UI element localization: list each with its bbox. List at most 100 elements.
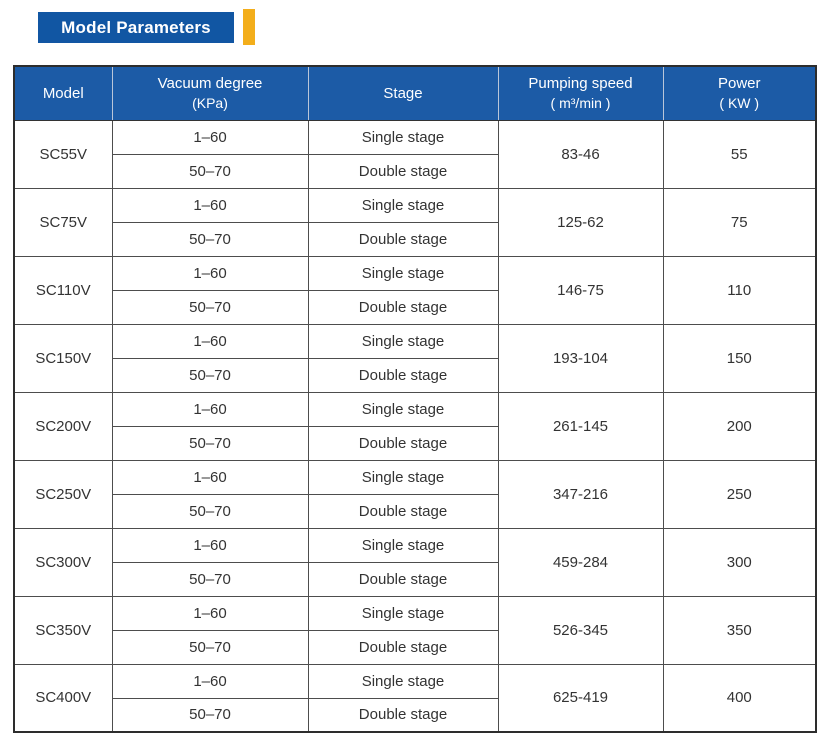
model-row-group: SC200V 1–60 Single stage 261-145 200 50–…	[13, 391, 817, 461]
stage-cell: Double stage	[307, 425, 499, 461]
vacuum-degree-cell: 50–70	[111, 697, 309, 733]
vacuum-degree-cell: 1–60	[111, 119, 309, 155]
column-header-power: Power ( KW )	[662, 66, 816, 121]
column-header-pumping-speed: Pumping speed ( m³/min )	[497, 66, 663, 121]
stage-cell: Double stage	[307, 357, 499, 393]
table-row: 50–70 Double stage	[14, 425, 816, 461]
vacuum-degree-cell: 50–70	[111, 425, 309, 461]
stage-cell: Single stage	[307, 187, 499, 223]
pumping-speed-cell: 347-216	[497, 459, 664, 529]
power-cell: 150	[662, 323, 817, 393]
model-row-group: SC55V 1–60 Single stage 83-46 55 50–70 D…	[13, 119, 817, 189]
table-row: 50–70 Double stage	[14, 697, 816, 733]
model-row-group: SC110V 1–60 Single stage 146-75 110 50–7…	[13, 255, 817, 325]
pumping-speed-cell: 459-284	[497, 527, 664, 597]
column-header-label: Vacuum degree	[157, 75, 263, 93]
column-header-sub: ( m³/min )	[550, 94, 611, 111]
column-header-label: Power	[717, 75, 761, 93]
table-row: 50–70 Double stage	[14, 289, 816, 325]
model-parameters-table: Model Vacuum degree (KPa) Stage Pumping …	[13, 65, 817, 733]
power-cell: 250	[662, 459, 817, 529]
column-header-label: Stage	[383, 84, 423, 102]
vacuum-degree-cell: 50–70	[111, 357, 309, 393]
table-row: SC400V 1–60 Single stage 625-419 400	[13, 663, 817, 733]
pumping-speed-cell: 193-104	[497, 323, 664, 393]
section-title-banner: Model Parameters	[38, 8, 827, 46]
stage-cell: Single stage	[307, 663, 499, 699]
stage-cell: Single stage	[307, 459, 499, 495]
vacuum-degree-cell: 50–70	[111, 289, 309, 325]
table-row: SC200V 1–60 Single stage 261-145 200	[13, 391, 817, 461]
power-cell: 350	[662, 595, 817, 665]
model-cell: SC55V	[13, 119, 113, 189]
power-cell: 200	[662, 391, 817, 461]
model-row-group: SC400V 1–60 Single stage 625-419 400 50–…	[13, 663, 817, 733]
pumping-speed-cell: 125-62	[497, 187, 664, 257]
pumping-speed-cell: 625-419	[497, 663, 664, 733]
column-header-label: Pumping speed	[528, 75, 633, 93]
table-row: 50–70 Double stage	[14, 493, 816, 529]
table-header: Model Vacuum degree (KPa) Stage Pumping …	[14, 66, 816, 121]
stage-cell: Double stage	[307, 493, 499, 529]
vacuum-degree-cell: 1–60	[111, 459, 309, 495]
model-cell: SC150V	[13, 323, 113, 393]
table-row: SC110V 1–60 Single stage 146-75 110	[13, 255, 817, 325]
table-row: SC350V 1–60 Single stage 526-345 350	[13, 595, 817, 665]
title-accent-bar	[243, 9, 255, 45]
pumping-speed-cell: 83-46	[497, 119, 664, 189]
table-row: 50–70 Double stage	[14, 629, 816, 665]
power-cell: 400	[662, 663, 817, 733]
vacuum-degree-cell: 50–70	[111, 221, 309, 257]
model-cell: SC250V	[13, 459, 113, 529]
stage-cell: Double stage	[307, 289, 499, 325]
stage-cell: Double stage	[307, 697, 499, 733]
model-row-group: SC75V 1–60 Single stage 125-62 75 50–70 …	[13, 187, 817, 257]
table-row: SC300V 1–60 Single stage 459-284 300	[13, 527, 817, 597]
stage-cell: Single stage	[307, 119, 499, 155]
table-row: SC150V 1–60 Single stage 193-104 150	[13, 323, 817, 393]
table-row: 50–70 Double stage	[14, 153, 816, 189]
vacuum-degree-cell: 50–70	[111, 153, 309, 189]
vacuum-degree-cell: 1–60	[111, 527, 309, 563]
column-header-label: Model	[42, 84, 84, 102]
model-cell: SC200V	[13, 391, 113, 461]
model-row-group: SC250V 1–60 Single stage 347-216 250 50–…	[13, 459, 817, 529]
power-cell: 55	[662, 119, 817, 189]
vacuum-degree-cell: 1–60	[111, 663, 309, 699]
stage-cell: Double stage	[307, 561, 499, 597]
model-row-group: SC150V 1–60 Single stage 193-104 150 50–…	[13, 323, 817, 393]
pumping-speed-cell: 261-145	[497, 391, 664, 461]
model-row-group: SC300V 1–60 Single stage 459-284 300 50–…	[13, 527, 817, 597]
model-cell: SC110V	[13, 255, 113, 325]
power-cell: 110	[662, 255, 817, 325]
power-cell: 300	[662, 527, 817, 597]
vacuum-degree-cell: 50–70	[111, 629, 309, 665]
table-row: 50–70 Double stage	[14, 357, 816, 393]
stage-cell: Double stage	[307, 629, 499, 665]
vacuum-degree-cell: 1–60	[111, 595, 309, 631]
page-title: Model Parameters	[38, 11, 234, 43]
column-header-sub: ( KW )	[719, 94, 760, 111]
stage-cell: Double stage	[307, 221, 499, 257]
vacuum-degree-cell: 50–70	[111, 561, 309, 597]
table-row: SC250V 1–60 Single stage 347-216 250	[13, 459, 817, 529]
stage-cell: Single stage	[307, 391, 499, 427]
power-cell: 75	[662, 187, 817, 257]
column-header-model: Model	[14, 66, 112, 121]
column-header-vacuum-degree: Vacuum degree (KPa)	[111, 66, 308, 121]
pumping-speed-cell: 526-345	[497, 595, 664, 665]
table-row: SC55V 1–60 Single stage 83-46 55	[13, 119, 817, 189]
vacuum-degree-cell: 50–70	[111, 493, 309, 529]
vacuum-degree-cell: 1–60	[111, 391, 309, 427]
vacuum-degree-cell: 1–60	[111, 187, 309, 223]
model-cell: SC75V	[13, 187, 113, 257]
vacuum-degree-cell: 1–60	[111, 323, 309, 359]
table-row: 50–70 Double stage	[14, 561, 816, 597]
column-header-sub: (KPa)	[192, 94, 228, 111]
stage-cell: Double stage	[307, 153, 499, 189]
model-cell: SC300V	[13, 527, 113, 597]
table-row: SC75V 1–60 Single stage 125-62 75	[13, 187, 817, 257]
stage-cell: Single stage	[307, 255, 499, 291]
pumping-speed-cell: 146-75	[497, 255, 664, 325]
